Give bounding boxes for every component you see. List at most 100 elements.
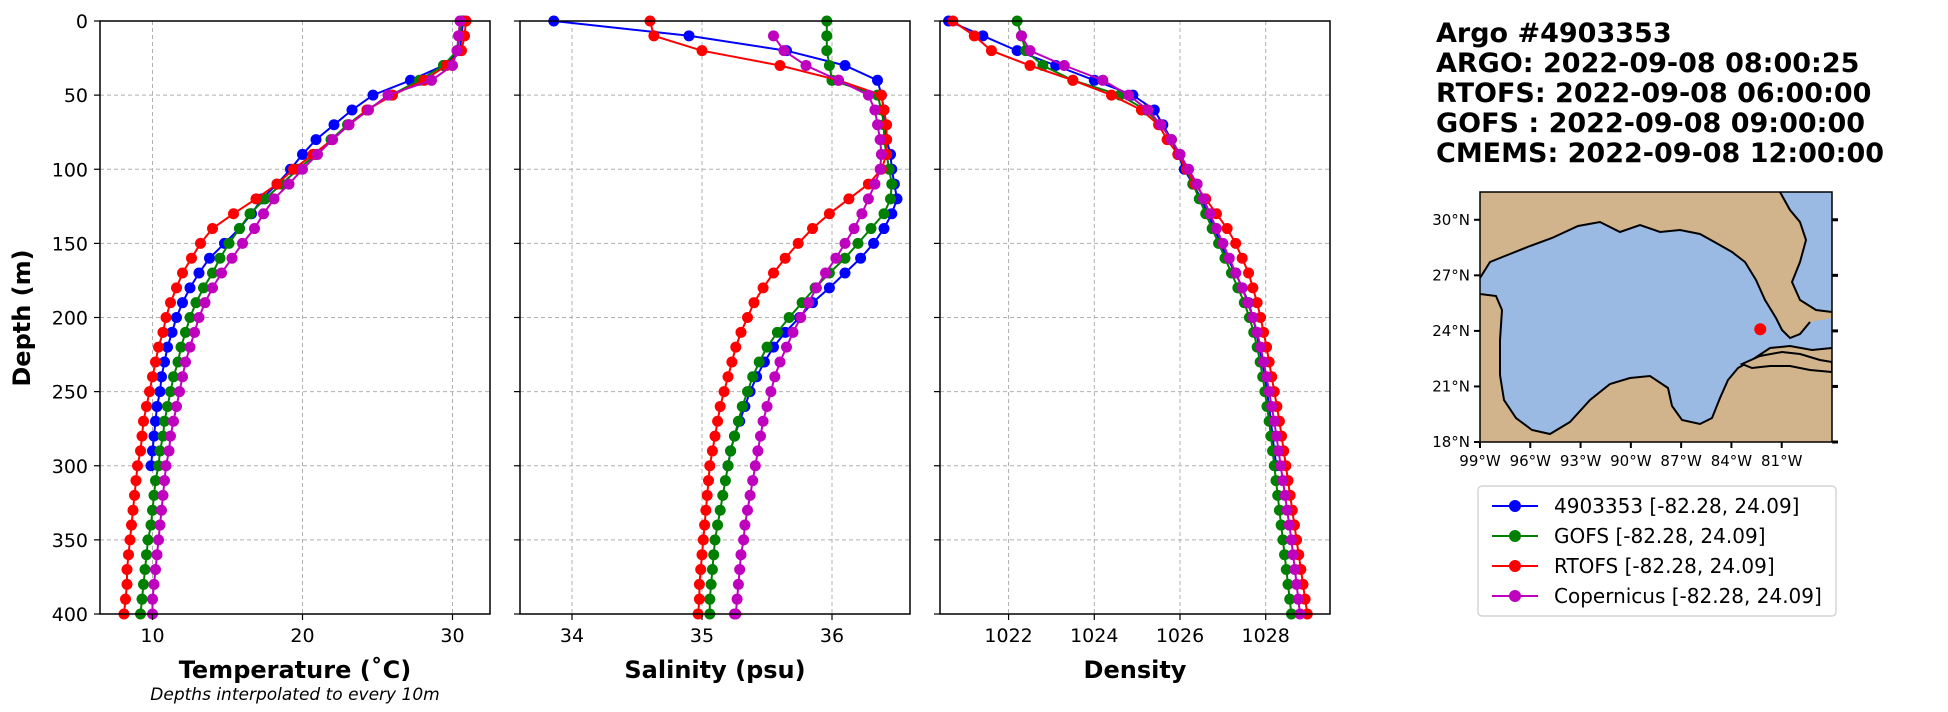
density-copernicus-line [1020,35,1301,615]
salinity-copernicus-point [774,356,786,368]
density-copernicus-point [1289,564,1301,576]
salinity-gofs-point [886,178,898,190]
temperature-copernicus-point [154,519,166,531]
salinity-copernicus-point [747,475,759,487]
temperature-gofs-point [198,282,209,294]
salinity-rtofs-point [742,312,753,323]
density-copernicus-point [1217,237,1229,249]
salinity-rtofs-point [881,119,893,131]
salinity-gofs-point [722,460,734,472]
salinity-copernicus-point [839,237,851,249]
temperature-argo-point [346,104,358,116]
salinity-copernicus-point [869,104,881,116]
density-copernicus-point [1142,104,1154,116]
temperature-argo-point [159,356,170,368]
salinity-copernicus-point [739,519,751,531]
salinity-rtofs-point [693,593,705,605]
salinity-copernicus-line [734,35,883,615]
temperature-rtofs-point [121,578,133,590]
map-lon-label: 87°W [1660,452,1702,470]
argo-location-marker [1754,323,1767,336]
density-copernicus-point [1242,297,1254,309]
salinity-gofs-point [761,341,773,353]
salinity-rtofs-point [700,504,712,516]
temperature-gofs-point [180,326,191,338]
salinity-copernicus-point [830,252,842,264]
info-gofs-time: GOFS : 2022-09-08 09:00:00 [1436,108,1865,139]
temperature-copernicus-point [249,223,260,235]
salinity-copernicus-point [810,282,822,294]
temperature-rtofs-point [150,356,161,368]
salinity-rtofs-point [722,371,734,383]
density-copernicus-point [1236,282,1248,294]
temperature-argo-point [193,267,205,279]
salinity-gofs-point [714,504,726,516]
temperature-gofs-point [223,237,235,249]
density-copernicus-point [1261,371,1273,383]
temperature-copernicus-point [453,30,464,42]
salinity-xtick-label: 36 [820,625,844,647]
temperature-copernicus-point [199,297,211,309]
temperature-copernicus-point [171,400,182,412]
density-xtick-label: 1022 [984,625,1032,647]
temperature-xtick-label: 20 [290,625,314,647]
salinity-gofs-point [706,564,718,576]
map-lon-label: 84°W [1711,452,1753,470]
depth-tick-label: 250 [52,382,88,404]
legend-copernicus-label: Copernicus [-82.28, 24.09] [1554,584,1822,608]
salinity-rtofs-point [699,519,711,531]
salinity-rtofs-point [696,549,708,561]
density-rtofs-point [1230,237,1242,249]
temperature-gofs-point [159,415,170,427]
density-rtofs-point [1024,59,1036,71]
density-copernicus-point [1015,30,1027,42]
salinity-copernicus-point [735,549,747,561]
temperature-rtofs-point [157,326,169,338]
depth-tick-label: 0 [76,11,88,33]
density-gofs-point [1279,549,1291,561]
density-xtick-label: 1026 [1156,625,1204,647]
salinity-argo-point [878,223,890,235]
salinity-argo-point [872,74,883,86]
temperature-argo-point [154,386,166,398]
density-xtick-label: 1028 [1242,625,1290,647]
density-copernicus-point [1198,193,1210,205]
density-copernicus-point [1223,252,1235,264]
depth-tick-label: 400 [52,604,88,626]
density-rtofs-point [1105,89,1117,101]
temperature-rtofs-point [186,252,197,264]
temperature-copernicus-point [207,282,218,294]
salinity-rtofs-point [693,578,705,590]
depth-tick-label: 150 [52,233,88,255]
temperature-rtofs-point [147,371,158,383]
salinity-argo-point [779,326,791,338]
info-rtofs-time: RTOFS: 2022-09-08 06:00:00 [1436,78,1871,109]
temperature-copernicus-point [297,163,308,175]
salinity-rtofs-point [718,386,730,398]
temperature-copernicus-point [184,341,196,353]
density-copernicus-point [1123,89,1135,101]
temperature-copernicus-point [226,252,238,264]
density-copernicus-point [1273,445,1285,457]
salinity-rtofs-point [703,475,714,487]
interpolation-note: Depths interpolated to every 10m [150,685,439,705]
salinity-rtofs-point [726,356,738,368]
depth-tick-label: 350 [52,530,88,552]
temperature-copernicus-point [148,578,160,590]
temperature-rtofs-point [135,445,146,457]
salinity-copernicus-point [848,223,860,235]
salinity-gofs-point [705,578,717,590]
temperature-rtofs-point [121,564,133,576]
density-copernicus-point [1270,430,1282,442]
cuba-island [1739,350,1832,374]
salinity-copernicus-point [862,193,874,205]
temperature-xlabel: Temperature (˚C) [179,656,412,684]
temperature-gofs-point [244,208,256,220]
salinity-rtofs-point [823,208,835,220]
salinity-copernicus-point [731,593,743,605]
salinity-xtick-label: 35 [690,625,714,647]
salinity-copernicus-point [744,489,756,501]
temperature-argo-point [367,89,379,101]
salinity-rtofs-point [706,445,718,457]
